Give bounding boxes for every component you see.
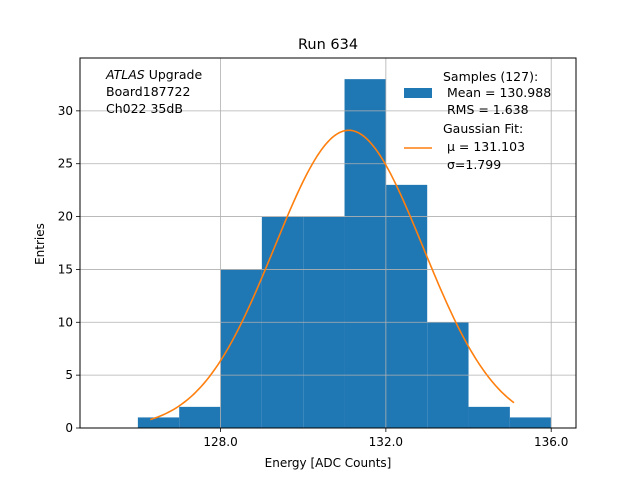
annotation-box: ATLAS Upgrade Board187722 Ch022 35dB xyxy=(105,67,202,116)
legend-samples-rms: RMS = 1.638 xyxy=(443,102,529,117)
x-tick-label: 128.0 xyxy=(203,435,237,449)
x-tick-label: 136.0 xyxy=(534,435,568,449)
histogram-bar xyxy=(385,184,428,428)
histogram-bar xyxy=(509,417,552,428)
legend-fit-title: Gaussian Fit: xyxy=(443,121,523,136)
y-tick-label: 30 xyxy=(58,104,73,118)
histogram-bar xyxy=(179,406,221,428)
y-tick-label: 10 xyxy=(58,315,73,329)
plot-frame xyxy=(79,57,577,429)
annotation-board: Board187722 xyxy=(106,84,190,99)
annotation-upgrade: Upgrade xyxy=(145,67,203,82)
chart-title: Run 634 xyxy=(298,37,358,53)
y-tick-label: 0 xyxy=(65,421,73,435)
legend: Samples (127): Mean = 130.988 RMS = 1.63… xyxy=(404,69,551,172)
x-axis-label: Energy [ADC Counts] xyxy=(265,456,392,470)
svg-text:ATLAS Upgrade: ATLAS Upgrade xyxy=(105,67,202,82)
legend-samples-title: Samples (127): xyxy=(443,69,538,84)
x-tick-label: 132.0 xyxy=(369,435,403,449)
histogram-bar xyxy=(344,79,386,429)
y-tick-label: 15 xyxy=(58,262,73,276)
y-tick-label: 5 xyxy=(65,368,73,382)
legend-fit-sigma: σ=1.799 xyxy=(443,157,501,172)
annotation-channel: Ch022 35dB xyxy=(106,101,183,116)
y-tick-label: 20 xyxy=(58,210,73,224)
histogram-bar xyxy=(468,406,510,428)
legend-fit-mu: μ = 131.103 xyxy=(443,139,525,154)
histogram-bar xyxy=(137,417,180,428)
legend-samples-swatch xyxy=(404,88,432,98)
y-tick-label: 25 xyxy=(58,157,73,171)
legend-samples-mean: Mean = 130.988 xyxy=(443,85,551,100)
annotation-atlas: ATLAS xyxy=(105,67,145,82)
y-axis-label: Entries xyxy=(33,223,47,265)
gaussian-fit-curve xyxy=(150,129,515,421)
